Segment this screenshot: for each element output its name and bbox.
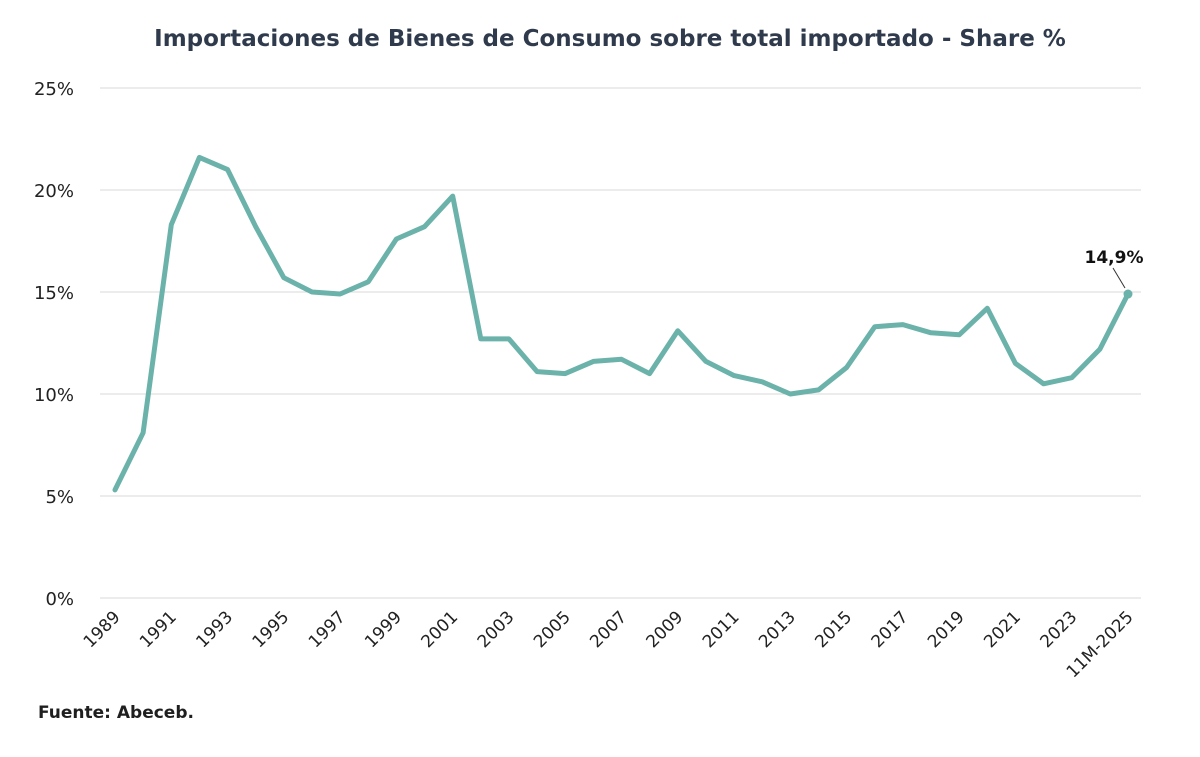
y-tick-label: 25% xyxy=(34,79,74,100)
x-tick-label: 2023 xyxy=(1037,607,1082,652)
chart-title: Importaciones de Bienes de Consumo sobre… xyxy=(154,26,1066,52)
data-point-marker xyxy=(1123,289,1133,299)
y-tick-label: 15% xyxy=(34,283,74,304)
y-tick-label: 0% xyxy=(45,589,74,610)
y-axis-tick-labels: 0% 5% 10% 15% 20% 25% xyxy=(34,79,74,610)
x-tick-label: 2013 xyxy=(755,607,800,652)
x-tick-label: 1989 xyxy=(80,607,125,652)
data-label-layer: 14,9% xyxy=(1085,248,1144,299)
x-tick-label: 2019 xyxy=(924,607,969,652)
x-tick-label: 2021 xyxy=(980,607,1025,652)
data-label-leader xyxy=(1112,267,1126,289)
x-tick-label: 2011 xyxy=(699,607,744,652)
y-tick-label: 20% xyxy=(34,181,74,202)
gridlines xyxy=(100,87,1141,599)
x-tick-label: 2017 xyxy=(868,607,913,652)
x-tick-label: 1997 xyxy=(305,607,350,652)
x-tick-label: 1999 xyxy=(361,607,406,652)
x-tick-label: 2009 xyxy=(643,607,688,652)
x-tick-label: 2005 xyxy=(530,607,575,652)
data-label: 14,9% xyxy=(1085,248,1144,268)
x-tick-label: 2007 xyxy=(586,607,631,652)
x-tick-label: 2003 xyxy=(474,607,519,652)
series-layer xyxy=(112,154,1131,493)
x-axis-tick-labels: 1989 1991 1993 1995 1997 1999 2001 2003 2005 2007… xyxy=(80,607,1138,682)
x-tick-label: 1995 xyxy=(249,607,294,652)
x-tick-label: 2001 xyxy=(417,607,462,652)
y-tick-label: 5% xyxy=(45,487,74,508)
x-tick-label: 1991 xyxy=(136,607,181,652)
x-tick-label: 1993 xyxy=(192,607,237,652)
series-line xyxy=(112,154,1131,493)
x-tick-label: 2015 xyxy=(811,607,856,652)
source-note: Fuente: Abeceb. xyxy=(38,703,194,723)
y-tick-label: 10% xyxy=(34,385,74,406)
